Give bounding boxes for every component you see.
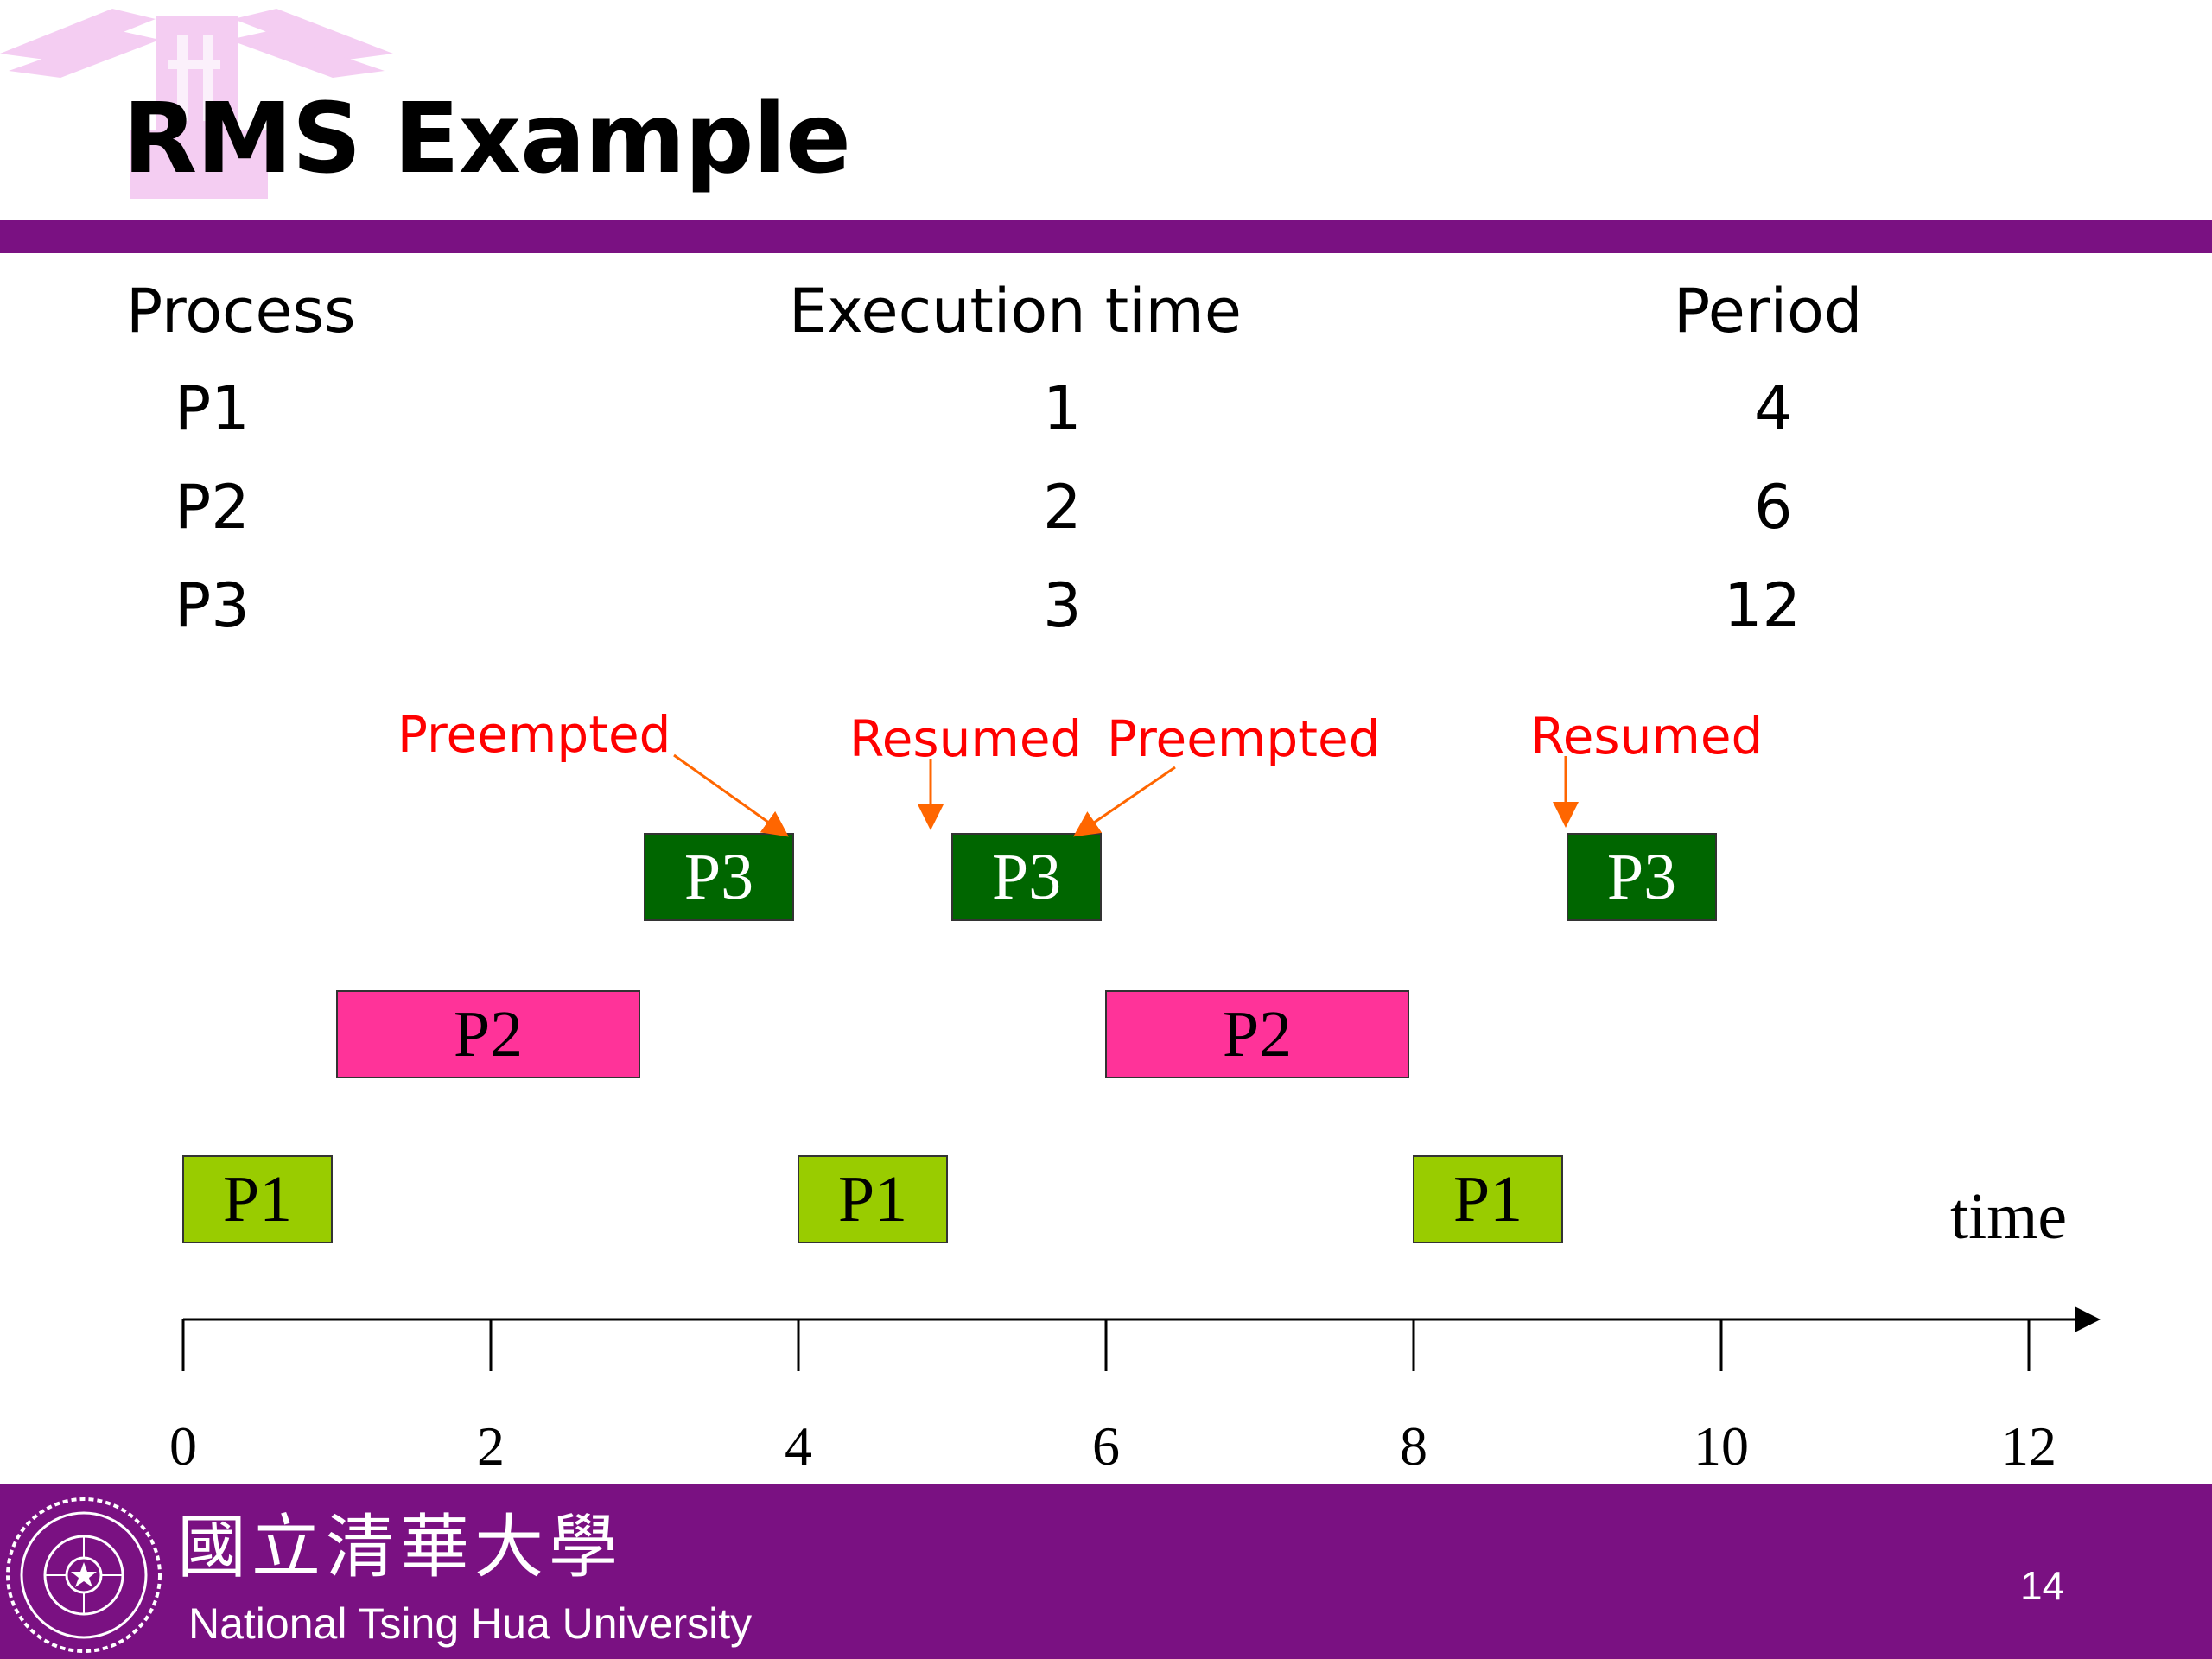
university-name-chinese: 國立清華大學	[177, 1507, 623, 1587]
block-rect	[798, 1155, 948, 1243]
block-label: P3	[1607, 841, 1676, 913]
block-label: P1	[223, 1163, 292, 1236]
table-cell-period: 4	[1754, 373, 1793, 444]
slide-title: RMS Example	[123, 83, 851, 195]
block-label: P2	[454, 998, 523, 1071]
time-axis-label: time	[1950, 1180, 2067, 1253]
block-p1: P1	[182, 1155, 333, 1243]
block-rect	[1567, 833, 1717, 921]
annotation-resumed: Resumed	[849, 709, 1082, 768]
block-label: P3	[992, 841, 1061, 913]
table-cell-process: P2	[175, 472, 250, 543]
table-cell-exec: 1	[1043, 373, 1082, 444]
block-rect	[1413, 1155, 1563, 1243]
axis-tick-label: 4	[785, 1415, 812, 1477]
block-p1: P1	[798, 1155, 948, 1243]
block-p3: P3	[951, 833, 1102, 921]
block-rect	[1105, 990, 1409, 1078]
table-cell-period: 6	[1754, 472, 1793, 543]
annotation-arrow	[673, 753, 789, 837]
university-name-chinese-text: 國立清華大學	[177, 1507, 623, 1587]
block-p2: P2	[336, 990, 640, 1078]
schedule-timeline: 0 2 4 6 8 10 12 time P1 P2 P3 P1 P3 P2 P1 P3 Preempte…	[169, 705, 2101, 1477]
block-label: P3	[684, 841, 753, 913]
block-p3: P3	[644, 833, 794, 921]
axis-tick-label: 10	[1694, 1415, 1749, 1477]
university-name-english: National Tsing Hua University	[188, 1599, 753, 1648]
table-cell-exec: 2	[1043, 472, 1082, 543]
block-rect	[182, 1155, 333, 1243]
university-seal-icon	[6, 1497, 162, 1653]
table-cell-process: P1	[175, 373, 250, 444]
annotation-resumed: Resumed	[1530, 707, 1763, 766]
page-number: 14	[2020, 1563, 2065, 1608]
axis-tick-label: 0	[169, 1415, 197, 1477]
schedule-blocks: P1 P2 P3 P1 P3 P2 P1 P3	[182, 833, 1717, 1243]
table-header-process: Process	[126, 276, 356, 346]
block-rect	[644, 833, 794, 921]
block-rect	[336, 990, 640, 1078]
block-rect	[951, 833, 1102, 921]
axis-tick-label: 6	[1092, 1415, 1120, 1477]
block-label: P1	[838, 1163, 907, 1236]
table-header-execution-time: Execution time	[789, 276, 1242, 346]
axis-tick-label: 2	[477, 1415, 505, 1477]
time-axis-ticks	[181, 1319, 2031, 1371]
footer-bar	[0, 1484, 2212, 1659]
time-axis-tick-labels: 0 2 4 6 8 10 12	[169, 1415, 2056, 1477]
block-label: P1	[1453, 1163, 1522, 1236]
annotation-arrow	[1073, 766, 1176, 837]
table-header-period: Period	[1674, 276, 1863, 346]
university-logo-watermark	[0, 9, 393, 199]
table-cell-period: 12	[1724, 570, 1802, 641]
axis-tick-label: 12	[2001, 1415, 2056, 1477]
block-p1: P1	[1413, 1155, 1563, 1243]
table-cell-process: P3	[175, 570, 250, 641]
annotation-preempted: Preempted	[397, 705, 671, 764]
annotation-preempted: Preempted	[1107, 709, 1380, 768]
title-divider-bar	[0, 220, 2212, 253]
block-p3: P3	[1567, 833, 1717, 921]
table-cell-exec: 3	[1043, 570, 1082, 641]
block-p2: P2	[1105, 990, 1409, 1078]
axis-tick-label: 8	[1400, 1415, 1427, 1477]
block-label: P2	[1223, 998, 1292, 1071]
